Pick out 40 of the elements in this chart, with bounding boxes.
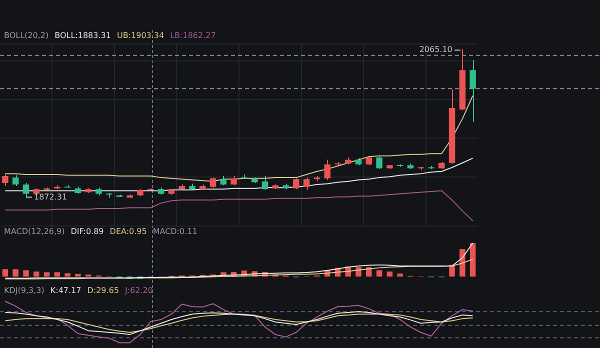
text: BOLL:1883.31 bbox=[54, 31, 111, 40]
candlestick bbox=[366, 155, 372, 166]
candlestick bbox=[262, 176, 268, 190]
candlestick bbox=[210, 177, 216, 188]
candlestick bbox=[324, 159, 330, 180]
annotation: 1872.31 bbox=[34, 192, 68, 202]
bar bbox=[64, 273, 70, 277]
annotation: 2065.10 bbox=[419, 45, 452, 54]
text: K:47.17 bbox=[50, 286, 82, 295]
candlestick bbox=[293, 178, 300, 190]
text: DEA:0.95 bbox=[110, 227, 147, 236]
bar bbox=[2, 269, 8, 277]
bar bbox=[376, 270, 382, 277]
text: UB:1903.34 bbox=[116, 31, 164, 40]
text: D:29.65 bbox=[87, 286, 119, 295]
bar bbox=[75, 274, 81, 277]
candlestick bbox=[230, 176, 237, 186]
text: LB:1862.27 bbox=[170, 31, 216, 40]
candlestick bbox=[12, 174, 19, 187]
bar bbox=[460, 249, 466, 277]
bar bbox=[34, 272, 40, 277]
bar bbox=[23, 270, 29, 277]
bar bbox=[386, 272, 393, 277]
bar bbox=[44, 272, 50, 277]
text: MACD(12,26,9) bbox=[4, 227, 65, 236]
text: J:62.20 bbox=[124, 286, 153, 295]
bar bbox=[449, 264, 455, 277]
bar bbox=[470, 243, 476, 277]
candlestick bbox=[2, 174, 8, 187]
text: DIF:0.89 bbox=[70, 227, 104, 236]
bar bbox=[397, 274, 403, 277]
candlestick bbox=[376, 156, 382, 170]
bar bbox=[54, 272, 60, 277]
text: BOLL(20,2) bbox=[4, 31, 49, 40]
text: KDJ(9,3,3) bbox=[4, 286, 44, 295]
bar bbox=[12, 269, 18, 277]
candlestick bbox=[470, 60, 476, 122]
candlestick bbox=[303, 177, 310, 190]
text: MACD:0.11 bbox=[152, 227, 198, 236]
candlestick bbox=[220, 176, 227, 186]
